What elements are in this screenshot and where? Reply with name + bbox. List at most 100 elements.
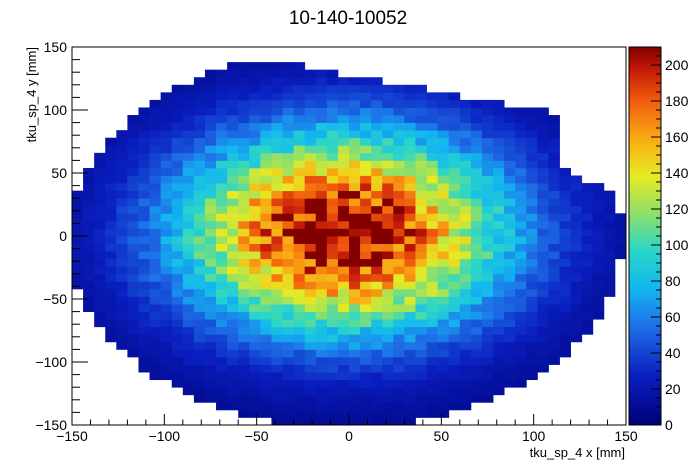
heatmap-cell (470, 220, 483, 229)
heatmap-cell (271, 220, 283, 229)
heatmap-cell (393, 326, 405, 335)
heatmap-cell (315, 160, 328, 169)
heatmap-cell (127, 122, 139, 131)
heatmap-cell (315, 92, 328, 101)
heatmap-cell (216, 266, 228, 275)
heatmap-cell (160, 167, 173, 176)
heatmap-cell (204, 258, 217, 267)
heatmap-cell (193, 190, 206, 199)
heatmap-cell (127, 115, 139, 123)
heatmap-cell (337, 84, 350, 93)
heatmap-cell (204, 387, 217, 396)
heatmap-cell (116, 160, 128, 169)
heatmap-cell (83, 183, 95, 192)
heatmap-cell (315, 296, 328, 305)
heatmap-cell (193, 228, 206, 237)
heatmap-cell (171, 258, 184, 267)
heatmap-cell (515, 349, 527, 358)
heatmap-cell (127, 167, 139, 176)
heatmap-cell (227, 145, 239, 154)
heatmap-cell (105, 304, 117, 312)
heatmap-cell (238, 243, 250, 252)
heatmap-cell (138, 356, 150, 365)
heatmap-cell (371, 122, 383, 131)
heatmap-cell (404, 175, 416, 184)
heatmap-cell (182, 145, 195, 154)
heatmap-cell (204, 228, 217, 237)
heatmap-cell (227, 220, 239, 229)
heatmap-cell (504, 341, 516, 350)
heatmap-cell (315, 288, 328, 297)
heatmap-cell (470, 326, 483, 335)
heatmap-cell (304, 243, 317, 252)
heatmap-cell (371, 417, 383, 425)
heatmap-cell (127, 281, 139, 290)
heatmap-cell (415, 258, 427, 267)
heatmap-cell (304, 228, 317, 237)
heatmap-cell (293, 319, 306, 328)
heatmap-cell (182, 334, 195, 343)
heatmap-cell (382, 152, 394, 161)
heatmap-cell (193, 152, 206, 161)
heatmap-cell (437, 288, 450, 297)
heatmap-cell (238, 205, 250, 214)
heatmap-cell (470, 228, 483, 237)
heatmap-cell (138, 251, 150, 260)
heatmap-cell (127, 288, 139, 297)
heatmap-cell (371, 266, 383, 275)
heatmap-cell (182, 220, 195, 229)
heatmap-cell (448, 183, 461, 192)
heatmap-cell (548, 175, 560, 184)
heatmap-cell (282, 236, 294, 244)
heatmap-cell (72, 243, 84, 252)
heatmap-cell (537, 130, 549, 139)
heatmap-cell (437, 183, 450, 192)
heatmap-cell (182, 311, 195, 320)
heatmap-cell (448, 372, 461, 381)
heatmap-cell (204, 356, 217, 365)
heatmap-cell (371, 243, 383, 252)
heatmap-cell (437, 296, 450, 305)
heatmap-cell (382, 379, 394, 388)
heatmap-cell (337, 334, 350, 343)
heatmap-cell (282, 122, 294, 131)
heatmap-cell (371, 77, 383, 86)
heatmap-cell (404, 107, 416, 116)
heatmap-cell (515, 107, 527, 116)
heatmap-cell (171, 266, 184, 275)
heatmap-cell (504, 183, 516, 192)
heatmap-cell (171, 107, 184, 116)
heatmap-cell (614, 251, 626, 260)
heatmap-cell (581, 190, 594, 199)
heatmap-cell (249, 84, 261, 93)
heatmap-cell (282, 258, 294, 267)
heatmap-cell (470, 137, 483, 146)
heatmap-cell (182, 281, 195, 290)
heatmap-cell (72, 205, 84, 214)
heatmap-cell (182, 107, 195, 116)
heatmap-cell (204, 311, 217, 320)
heatmap-cell (160, 236, 173, 244)
heatmap-cell (304, 394, 317, 403)
heatmap-cell (393, 130, 405, 139)
heatmap-cell (337, 304, 350, 312)
heatmap-cell (304, 190, 317, 199)
heatmap-cell (515, 130, 527, 139)
heatmap-cell (260, 137, 272, 146)
heatmap-cell (171, 130, 184, 139)
heatmap-cell (116, 183, 128, 192)
heatmap-cell (282, 69, 294, 78)
heatmap-cell (537, 364, 549, 373)
heatmap-cell (349, 183, 361, 192)
heatmap-cell (293, 273, 306, 282)
heatmap-cell (227, 99, 239, 108)
heatmap-cell (371, 402, 383, 411)
heatmap-cell (271, 236, 283, 244)
heatmap-cell (271, 107, 283, 116)
heatmap-cell (138, 213, 150, 222)
heatmap-cell (193, 349, 206, 358)
heatmap-cell (581, 258, 594, 267)
heatmap-cell (393, 152, 405, 161)
heatmap-cell (448, 341, 461, 350)
heatmap-cell (360, 152, 372, 161)
